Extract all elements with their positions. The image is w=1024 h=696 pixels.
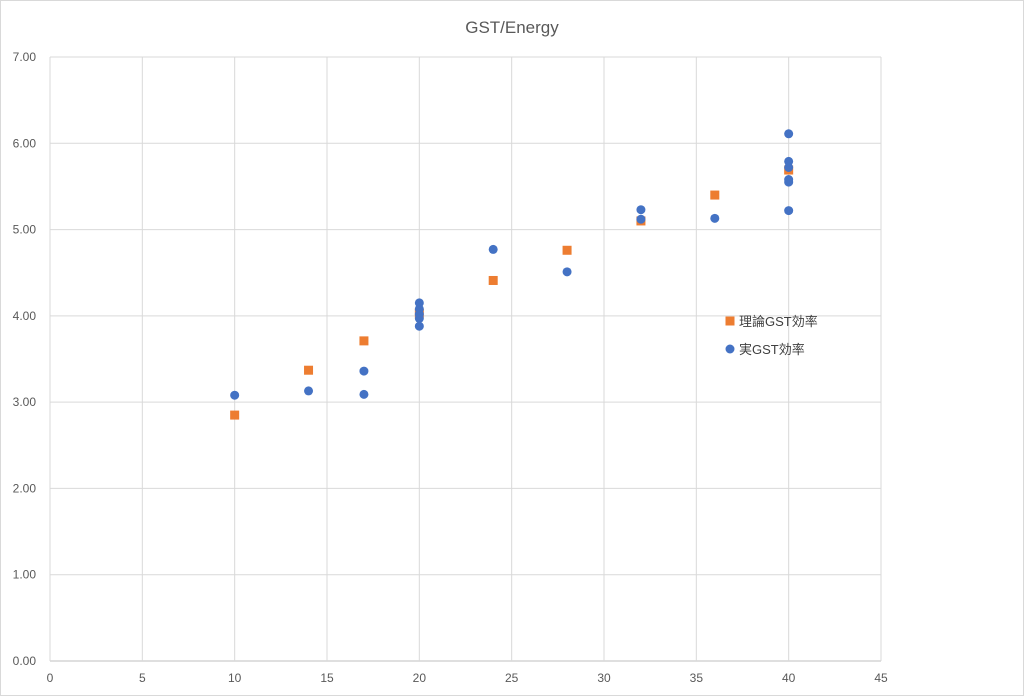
data-point-square (710, 190, 720, 200)
data-point-circle (636, 205, 646, 215)
data-point-circle (636, 214, 646, 224)
x-tick-label: 40 (782, 671, 796, 685)
legend-marker-square (725, 316, 735, 326)
y-tick-label: 7.00 (13, 50, 37, 64)
data-point-circle (488, 244, 498, 254)
y-tick-label: 4.00 (13, 309, 37, 323)
data-point-circle (304, 386, 314, 396)
x-tick-label: 10 (228, 671, 242, 685)
x-tick-label: 0 (47, 671, 54, 685)
data-point-circle (359, 366, 369, 376)
legend-label: 実GST効率 (739, 342, 805, 357)
data-point-circle (414, 321, 424, 331)
y-tick-label: 0.00 (13, 654, 37, 668)
x-tick-label: 35 (690, 671, 704, 685)
data-point-square (304, 365, 314, 375)
data-point-circle (784, 206, 794, 216)
data-point-square (359, 336, 369, 346)
data-point-circle (562, 267, 572, 277)
y-tick-label: 3.00 (13, 395, 37, 409)
y-tick-label: 6.00 (13, 136, 37, 150)
data-point-square (562, 245, 572, 255)
data-point-circle (784, 177, 794, 187)
y-tick-label: 2.00 (13, 481, 37, 495)
x-tick-label: 30 (597, 671, 611, 685)
chart-title: GST/Energy (465, 18, 559, 37)
x-tick-label: 25 (505, 671, 519, 685)
x-tick-label: 45 (874, 671, 888, 685)
series-2 (230, 129, 794, 400)
data-series (230, 129, 794, 420)
data-point-circle (710, 213, 720, 223)
gridlines (49, 56, 882, 662)
data-point-circle (784, 129, 794, 139)
data-point-square (230, 410, 240, 420)
x-tick-label: 5 (139, 671, 146, 685)
data-point-square (488, 275, 498, 285)
data-point-circle (784, 162, 794, 172)
y-axis-tick-labels: 0.00 1.00 2.00 3.00 4.00 5.00 6.00 7.00 (13, 50, 37, 668)
data-point-circle (414, 313, 424, 323)
y-tick-label: 5.00 (13, 223, 37, 237)
x-tick-label: 15 (320, 671, 334, 685)
x-tick-label: 20 (413, 671, 427, 685)
y-tick-label: 1.00 (13, 568, 37, 582)
data-point-circle (230, 390, 240, 400)
x-axis-tick-labels: 0 5 10 15 20 25 30 35 40 45 (47, 671, 888, 685)
data-point-circle (359, 389, 369, 399)
legend-label: 理論GST効率 (739, 314, 818, 329)
legend-marker-circle (725, 344, 735, 354)
